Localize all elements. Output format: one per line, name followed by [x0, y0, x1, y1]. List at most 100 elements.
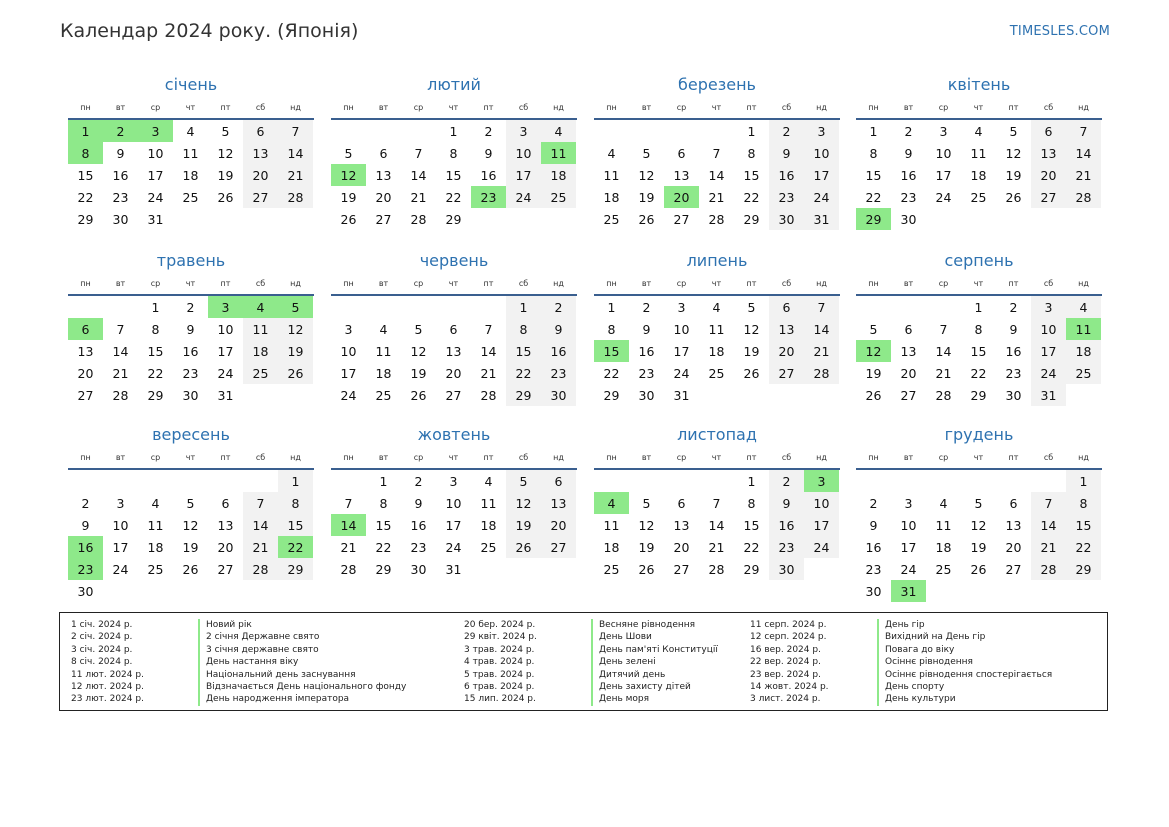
day-cell: 19 [1005, 167, 1022, 183]
weekday-label: пт [220, 103, 231, 112]
day-cell: 10 [506, 142, 541, 164]
day-cell: 10 [935, 145, 952, 161]
day-cell: 2 [642, 299, 651, 315]
month-block: липень пн вт ср чт пт сб нд 1 2 3 4 5 6 7 8 9 10 11 12 13 14 1… [594, 250, 840, 406]
empty-cell [103, 296, 138, 318]
month-divider [68, 118, 314, 120]
day-grid: 1 2 3 4 5 6 7 8 9 10 11 12 13 14 15 16 17 18 19 20 21 22 23 24 2… [68, 296, 313, 406]
month-divider [856, 294, 1102, 296]
holiday-name: Осіннє рівнодення спостерігається [885, 669, 1053, 680]
day-cell: 2 [186, 299, 195, 315]
weekday-label: пн [343, 279, 354, 288]
weekday-label: пн [80, 103, 91, 112]
holiday-name: Повага до віку [885, 644, 955, 655]
day-cell: 18 [603, 189, 620, 205]
weekday-label: чт [185, 103, 196, 112]
day-cell: 6 [769, 296, 804, 318]
day-cell: 8 [278, 492, 313, 514]
day-cell: 28 [243, 558, 278, 580]
day-cell: 29 [375, 561, 392, 577]
month-divider [856, 118, 1102, 120]
holiday-name: День народження імператора [206, 694, 350, 705]
weekday-header: пн вт ср чт пт сб нд [856, 450, 1102, 465]
day-cell: 19 [970, 539, 987, 555]
day-cell: 12 [217, 145, 234, 161]
day-cell: 22 [603, 365, 620, 381]
day-cell: 18 [970, 167, 987, 183]
day-cell: 10 [900, 517, 917, 533]
month-name: червень [419, 251, 489, 270]
holiday-row: 29 квіт. 2024 р. День Шови [461, 631, 718, 644]
day-cell: 17 [445, 517, 462, 533]
holiday-marker [198, 643, 200, 657]
day-cell: 20 [445, 365, 462, 381]
weekday-label: ср [938, 453, 949, 462]
day-cell: 17 [1031, 340, 1066, 362]
holiday-date: 3 лист. 2024 р. [750, 694, 821, 705]
holiday-name: 3 січня державне свято [206, 644, 319, 655]
day-cell: 7 [1031, 492, 1066, 514]
day-cell: 28 [278, 186, 313, 208]
weekday-label: нд [1078, 279, 1089, 288]
day-cell: 12 [1005, 145, 1022, 161]
empty-cell [699, 470, 734, 492]
month-name: лютий [427, 75, 481, 94]
holiday-date: 2 січ. 2024 р. [71, 632, 133, 643]
weekday-label: чт [973, 279, 984, 288]
month-name: березень [678, 75, 756, 94]
holiday-name: 2 січня Державне свято [206, 632, 320, 643]
day-grid: 1 2 3 4 5 6 7 8 9 10 11 12 13 14 15 16 17 18 19 20 21 22 23 24 2… [856, 470, 1101, 602]
day-cell: 13 [1031, 142, 1066, 164]
day-cell: 1 [607, 299, 616, 315]
day-cell: 19 [340, 189, 357, 205]
day-cell: 22 [77, 189, 94, 205]
holiday-date: 1 січ. 2024 р. [71, 620, 133, 630]
holiday-date: 20 бер. 2024 р. [464, 620, 536, 630]
day-cell: 24 [1031, 362, 1066, 384]
day-cell: 28 [708, 561, 725, 577]
day-cell: 27 [1005, 561, 1022, 577]
month-name: січень [164, 75, 218, 94]
holiday-row: 5 трав. 2024 р. Дитячий день [461, 668, 718, 681]
day-cell: 30 [77, 583, 94, 599]
holiday-name: День гір [885, 620, 925, 630]
day-grid: 1 2 3 4 5 6 7 8 9 10 11 12 13 14 15 16 17 18 19 20 21 22 23 24 2… [68, 470, 313, 602]
day-cell: 31 [217, 387, 234, 403]
day-cell: 24 [506, 186, 541, 208]
weekday-label: пт [746, 103, 757, 112]
holiday-marker [877, 680, 879, 694]
holiday-date: 6 трав. 2024 р. [464, 681, 535, 692]
month-block: червень пн вт ср чт пт сб нд 1 2 3 4 5 6 7 8 9 10 11 12 13 14… [331, 250, 577, 406]
weekday-label: пт [220, 453, 231, 462]
holiday-marker [877, 693, 879, 706]
empty-cell [629, 120, 664, 142]
day-cell: 26 [340, 211, 357, 227]
day-cell: 26 [743, 365, 760, 381]
day-cell: 2 [541, 296, 576, 318]
holiday-day-cell: 14 [331, 514, 366, 536]
day-cell: 27 [445, 387, 462, 403]
weekday-label: вт [378, 103, 389, 112]
day-cell: 1 [151, 299, 160, 315]
holiday-name: Вихідний на День гір [885, 632, 986, 643]
day-cell: 26 [1005, 189, 1022, 205]
weekday-label: пн [80, 453, 91, 462]
day-cell: 9 [769, 142, 804, 164]
site-brand-link[interactable]: TIMESLES.COM [1009, 24, 1110, 39]
day-cell: 29 [147, 387, 164, 403]
day-cell: 22 [375, 539, 392, 555]
holiday-row: 11 серп. 2024 р. День гір [747, 619, 1052, 632]
day-cell: 22 [865, 189, 882, 205]
day-cell: 20 [673, 539, 690, 555]
weekday-label: чт [711, 279, 722, 288]
day-cell: 20 [541, 514, 576, 536]
day-cell: 15 [375, 517, 392, 533]
day-cell: 17 [506, 164, 541, 186]
day-cell: 16 [900, 167, 917, 183]
day-cell: 2 [769, 120, 804, 142]
empty-cell [331, 470, 366, 492]
day-cell: 16 [769, 514, 804, 536]
holiday-row: 6 трав. 2024 р. День захисту дітей [461, 680, 718, 694]
month-divider [68, 468, 314, 470]
holiday-day-cell: 22 [278, 536, 313, 558]
